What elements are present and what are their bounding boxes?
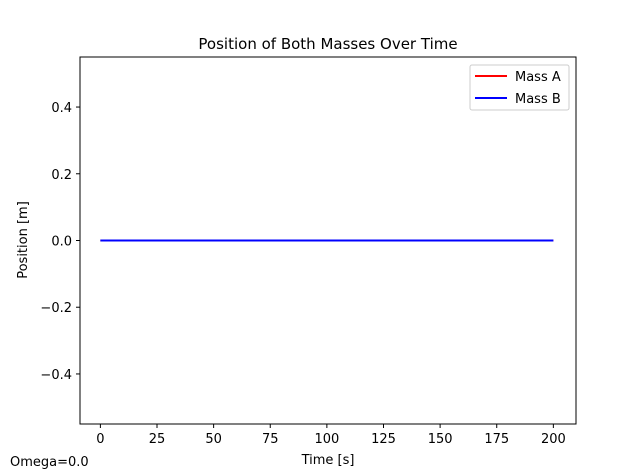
legend: Mass A Mass B [469, 64, 570, 111]
y-axis-ticks: −0.4 −0.2 0.0 0.2 0.4 [40, 101, 80, 383]
x-tick-label: 25 [149, 432, 166, 447]
x-tick-label: 200 [541, 432, 566, 447]
y-tick-label: 0.2 [51, 168, 72, 183]
x-tick-label: 175 [484, 432, 509, 447]
y-tick-label: 0.4 [51, 101, 72, 116]
legend-label-mass-a: Mass A [515, 70, 561, 85]
x-tick-label: 0 [96, 432, 104, 447]
y-axis-label: Position [m] [16, 201, 31, 279]
y-tick-label: −0.4 [40, 368, 72, 383]
legend-label-mass-b: Mass B [515, 92, 561, 107]
x-tick-label: 75 [262, 432, 279, 447]
x-tick-label: 150 [428, 432, 453, 447]
chart-title: Position of Both Masses Over Time [198, 35, 457, 53]
x-tick-label: 50 [205, 432, 222, 447]
omega-annotation: Omega=0.0 [10, 455, 89, 470]
y-tick-label: −0.2 [40, 301, 72, 316]
x-tick-label: 125 [371, 432, 396, 447]
x-axis-label: Time [s] [301, 453, 355, 468]
y-tick-label: 0.0 [51, 235, 72, 250]
x-axis-ticks: 0 25 50 75 100 125 150 175 200 [96, 424, 566, 447]
x-tick-label: 100 [314, 432, 339, 447]
